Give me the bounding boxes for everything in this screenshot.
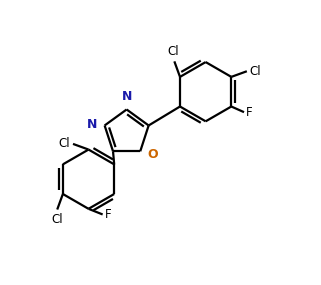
Text: N: N (87, 117, 98, 131)
Text: F: F (246, 106, 253, 119)
Text: O: O (147, 148, 158, 161)
Text: F: F (105, 208, 111, 221)
Text: Cl: Cl (58, 137, 70, 150)
Text: Cl: Cl (249, 65, 261, 78)
Text: Cl: Cl (51, 213, 63, 226)
Text: Cl: Cl (167, 45, 179, 58)
Text: N: N (122, 90, 132, 103)
